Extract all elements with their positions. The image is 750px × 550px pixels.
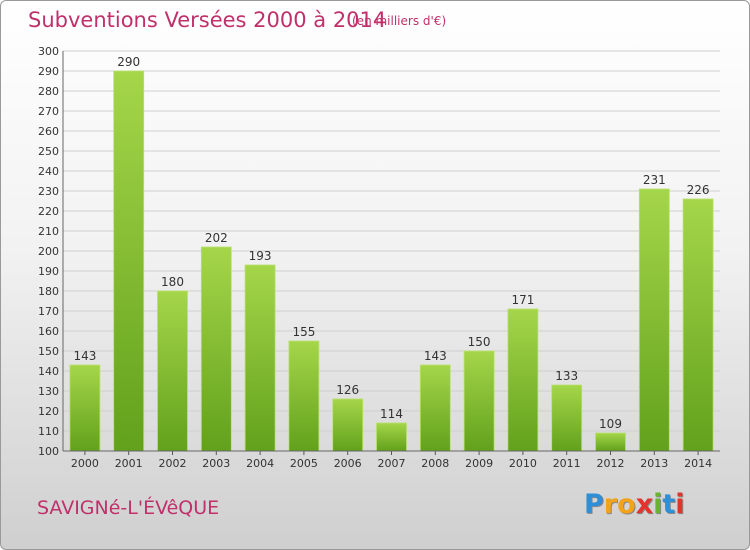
commune-name: SAVIGNé-L'ÉVêQUE	[37, 497, 220, 519]
bar-value-label: 143	[424, 349, 447, 363]
bar	[376, 422, 407, 452]
bar-value-label: 126	[336, 383, 359, 397]
x-tick-label: 2000	[71, 457, 99, 470]
y-tick-label: 120	[38, 405, 59, 418]
bar	[113, 70, 145, 452]
y-tick-label: 160	[38, 325, 59, 338]
x-axis-ticks: 2000 2001 2002 2003 2004 2005 2006 2007 2008 2009…	[71, 451, 712, 470]
bar	[682, 198, 714, 452]
logo-letter: r	[603, 489, 618, 520]
x-tick-label: 2008	[421, 457, 449, 470]
logo-letter: t	[662, 489, 676, 520]
logo-letter: o	[617, 489, 636, 520]
y-axis-ticks: 100 110 120 130 140 150 160 170 180 190 200 210 220 2…	[38, 45, 59, 458]
y-tick-label: 140	[38, 365, 59, 378]
x-tick-label: 2001	[115, 457, 143, 470]
y-tick-label: 150	[38, 345, 59, 358]
y-tick-label: 260	[38, 125, 59, 138]
bar	[551, 384, 583, 452]
y-tick-label: 130	[38, 385, 59, 398]
x-tick-label: 2003	[202, 457, 230, 470]
bar	[638, 188, 670, 452]
bar	[595, 432, 626, 452]
bar	[463, 350, 495, 452]
bar-value-label: 133	[555, 369, 578, 383]
bar-value-label: 150	[468, 335, 491, 349]
chart-unit-label: (en milliers d'€)	[352, 14, 447, 28]
bar	[157, 290, 188, 452]
y-tick-label: 240	[38, 165, 59, 178]
bar	[288, 340, 320, 452]
bar	[244, 264, 276, 452]
x-tick-label: 2011	[553, 457, 581, 470]
y-tick-label: 190	[38, 265, 59, 278]
y-tick-label: 290	[38, 65, 59, 78]
x-tick-label: 2006	[334, 457, 362, 470]
logo-letter: P	[584, 489, 604, 520]
y-tick-label: 300	[38, 45, 59, 58]
x-tick-label: 2012	[597, 457, 625, 470]
y-tick-label: 200	[38, 245, 59, 258]
y-tick-label: 100	[38, 445, 59, 458]
y-tick-label: 270	[38, 105, 59, 118]
bar	[419, 364, 451, 452]
bar-value-label: 155	[292, 325, 315, 339]
bar	[507, 308, 539, 452]
chart-title: Subventions Versées 2000 à 2014	[28, 8, 387, 32]
bar-value-label: 109	[599, 417, 622, 431]
bar-value-label: 202	[205, 231, 228, 245]
bar-value-label: 226	[687, 183, 710, 197]
data-labels: 143 290 180 202 193 155 126 114 143 150 171 133 109 2…	[73, 55, 709, 431]
y-tick-label: 170	[38, 305, 59, 318]
logo-letter: i	[653, 489, 663, 520]
x-tick-label: 2004	[246, 457, 274, 470]
bar-value-label: 180	[161, 275, 184, 289]
bar	[200, 246, 232, 452]
y-tick-label: 210	[38, 225, 59, 238]
logo-letter: x	[635, 489, 654, 520]
bar-value-label: 114	[380, 407, 403, 421]
y-tick-label: 110	[38, 425, 59, 438]
bar-value-label: 143	[73, 349, 96, 363]
x-tick-label: 2009	[465, 457, 493, 470]
x-tick-label: 2013	[640, 457, 668, 470]
y-tick-label: 230	[38, 185, 59, 198]
y-tick-label: 180	[38, 285, 59, 298]
bar-value-label: 231	[643, 173, 666, 187]
bar-value-label: 171	[511, 293, 534, 307]
x-tick-label: 2002	[159, 457, 187, 470]
x-tick-label: 2014	[684, 457, 712, 470]
bars	[69, 70, 714, 452]
y-tick-label: 220	[38, 205, 59, 218]
x-tick-label: 2005	[290, 457, 318, 470]
bar	[332, 398, 364, 452]
x-tick-label: 2010	[509, 457, 537, 470]
y-tick-label: 250	[38, 145, 59, 158]
y-tick-label: 280	[38, 85, 59, 98]
x-tick-label: 2007	[378, 457, 406, 470]
proxiti-logo[interactable]: Proxiti	[584, 489, 685, 520]
bar-value-label: 193	[249, 249, 272, 263]
bar	[69, 364, 101, 452]
logo-letter: i	[675, 489, 685, 520]
bar-value-label: 290	[117, 55, 140, 69]
